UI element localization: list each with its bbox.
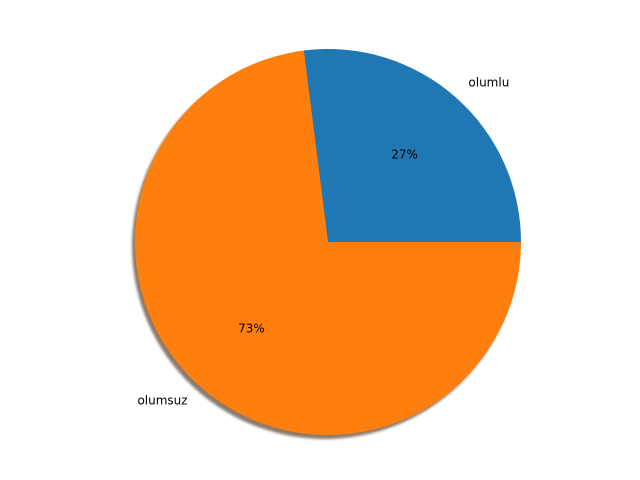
slice-percent-olumlu: 27%: [391, 148, 418, 162]
slice-percent-olumsuz: 73%: [238, 321, 265, 335]
slice-label-olumsuz: olumsuz: [137, 394, 187, 408]
pie-slice-olumsuz: [134, 50, 521, 436]
pie-labels: olumlu 27% olumsuz 73%: [137, 75, 509, 407]
pie-slices: [134, 49, 521, 436]
slice-label-olumlu: olumlu: [468, 75, 509, 89]
pie-slice-olumlu: [303, 49, 521, 243]
